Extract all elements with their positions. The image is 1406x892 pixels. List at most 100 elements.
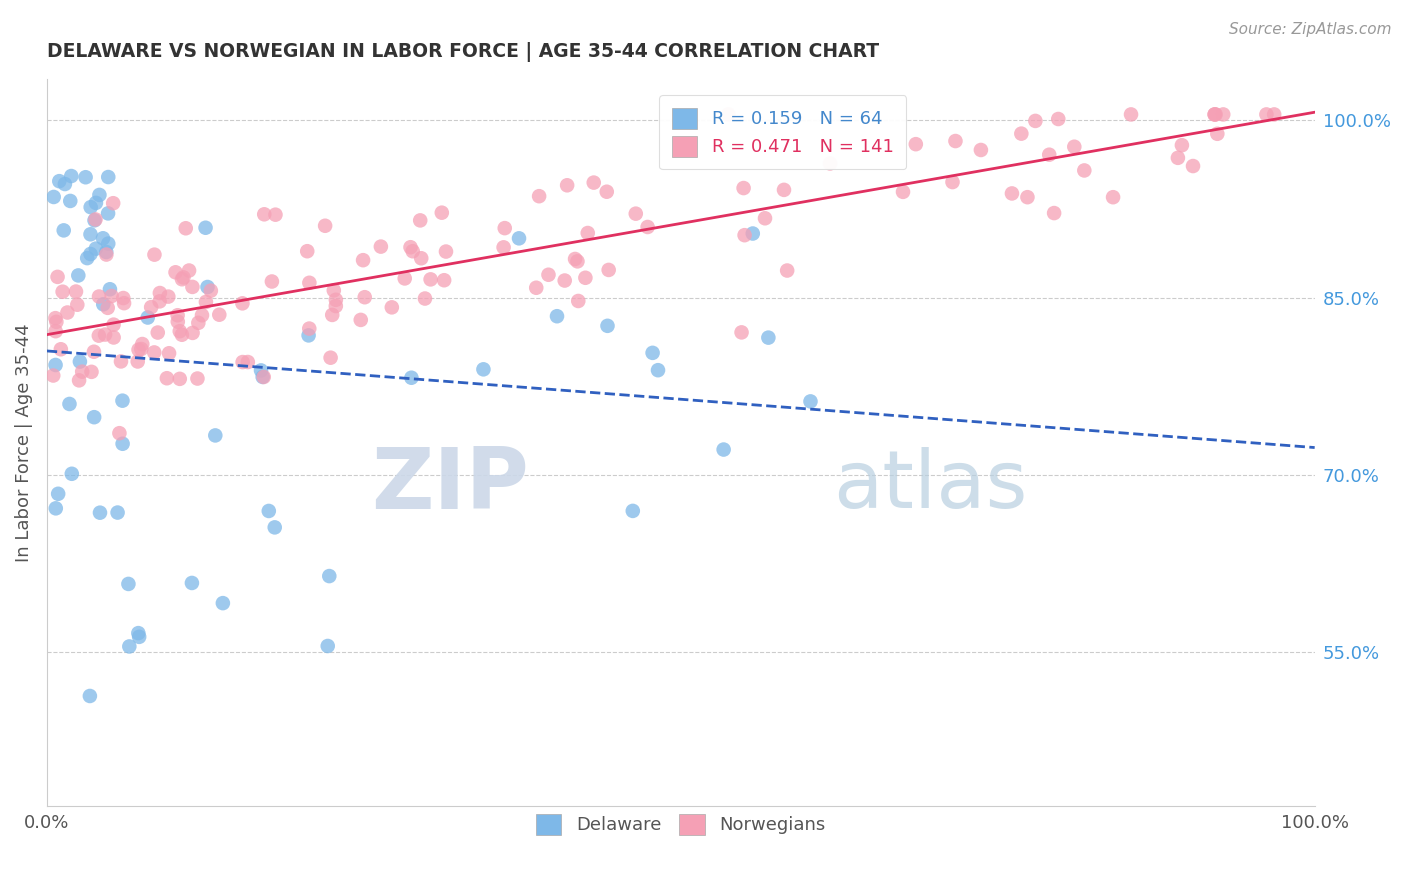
Point [157,346,180,360]
Point [567,254,589,268]
Point [564,252,586,266]
Point [1182,159,1205,173]
Point [1119,107,1142,121]
Point [567,293,589,308]
Point [799,394,821,409]
Point [260,275,283,289]
Point [111,393,134,408]
Point [69,354,91,368]
Point [117,577,139,591]
Point [42,190,65,204]
Point [79,200,101,214]
Point [1263,107,1285,121]
Point [253,207,276,221]
Point [60,169,83,183]
Point [70,365,93,379]
Point [537,268,560,282]
Point [733,181,755,195]
Point [157,290,180,304]
Point [84,212,107,227]
Point [96,247,118,261]
Point [402,244,425,259]
Point [1204,107,1226,121]
Point [149,294,172,309]
Point [97,169,120,184]
Point [433,273,456,287]
Point [65,285,87,299]
Point [127,626,149,640]
Point [97,301,120,315]
Point [60,467,83,481]
Point [413,292,436,306]
Point [174,221,197,235]
Point [621,504,644,518]
Point [96,245,118,260]
Point [108,426,131,441]
Point [508,231,530,245]
Point [166,315,188,329]
Point [67,373,90,387]
Point [430,205,453,219]
Point [180,576,202,591]
Point [143,345,166,359]
Point [89,188,111,202]
Point [46,269,69,284]
Point [316,639,339,653]
Point [524,281,547,295]
Point [45,501,67,516]
Point [80,365,103,379]
Point [141,300,163,314]
Point [58,397,80,411]
Point [231,296,253,310]
Point [110,354,132,368]
Point [45,315,67,329]
Point [89,506,111,520]
Point [49,343,72,357]
Point [170,327,193,342]
Point [56,305,79,319]
Point [46,487,69,501]
Point [596,318,619,333]
Point [84,242,107,256]
Point [970,143,993,157]
Point [596,185,619,199]
Point [83,410,105,425]
Point [717,107,740,121]
Point [1171,138,1194,153]
Point [1047,112,1070,126]
Point [298,321,321,335]
Point [172,270,194,285]
Point [1010,127,1032,141]
Point [472,362,495,376]
Point [754,211,776,226]
Point [194,294,217,309]
Text: atlas: atlas [832,447,1028,525]
Point [208,308,231,322]
Point [399,240,422,254]
Point [546,310,568,324]
Point [314,219,336,233]
Point [353,290,375,304]
Point [44,311,66,326]
Point [100,289,122,303]
Point [624,207,647,221]
Point [381,301,404,315]
Point [1001,186,1024,201]
Point [53,177,76,191]
Point [1102,190,1125,204]
Point [434,244,457,259]
Point [1024,114,1046,128]
Point [352,253,374,268]
Point [319,351,342,365]
Point [187,316,209,330]
Point [554,273,576,287]
Point [165,265,187,279]
Point [191,308,214,322]
Point [186,371,208,385]
Point [264,208,287,222]
Point [97,236,120,251]
Point [818,156,841,170]
Point [298,276,321,290]
Point [197,280,219,294]
Point [98,282,121,296]
